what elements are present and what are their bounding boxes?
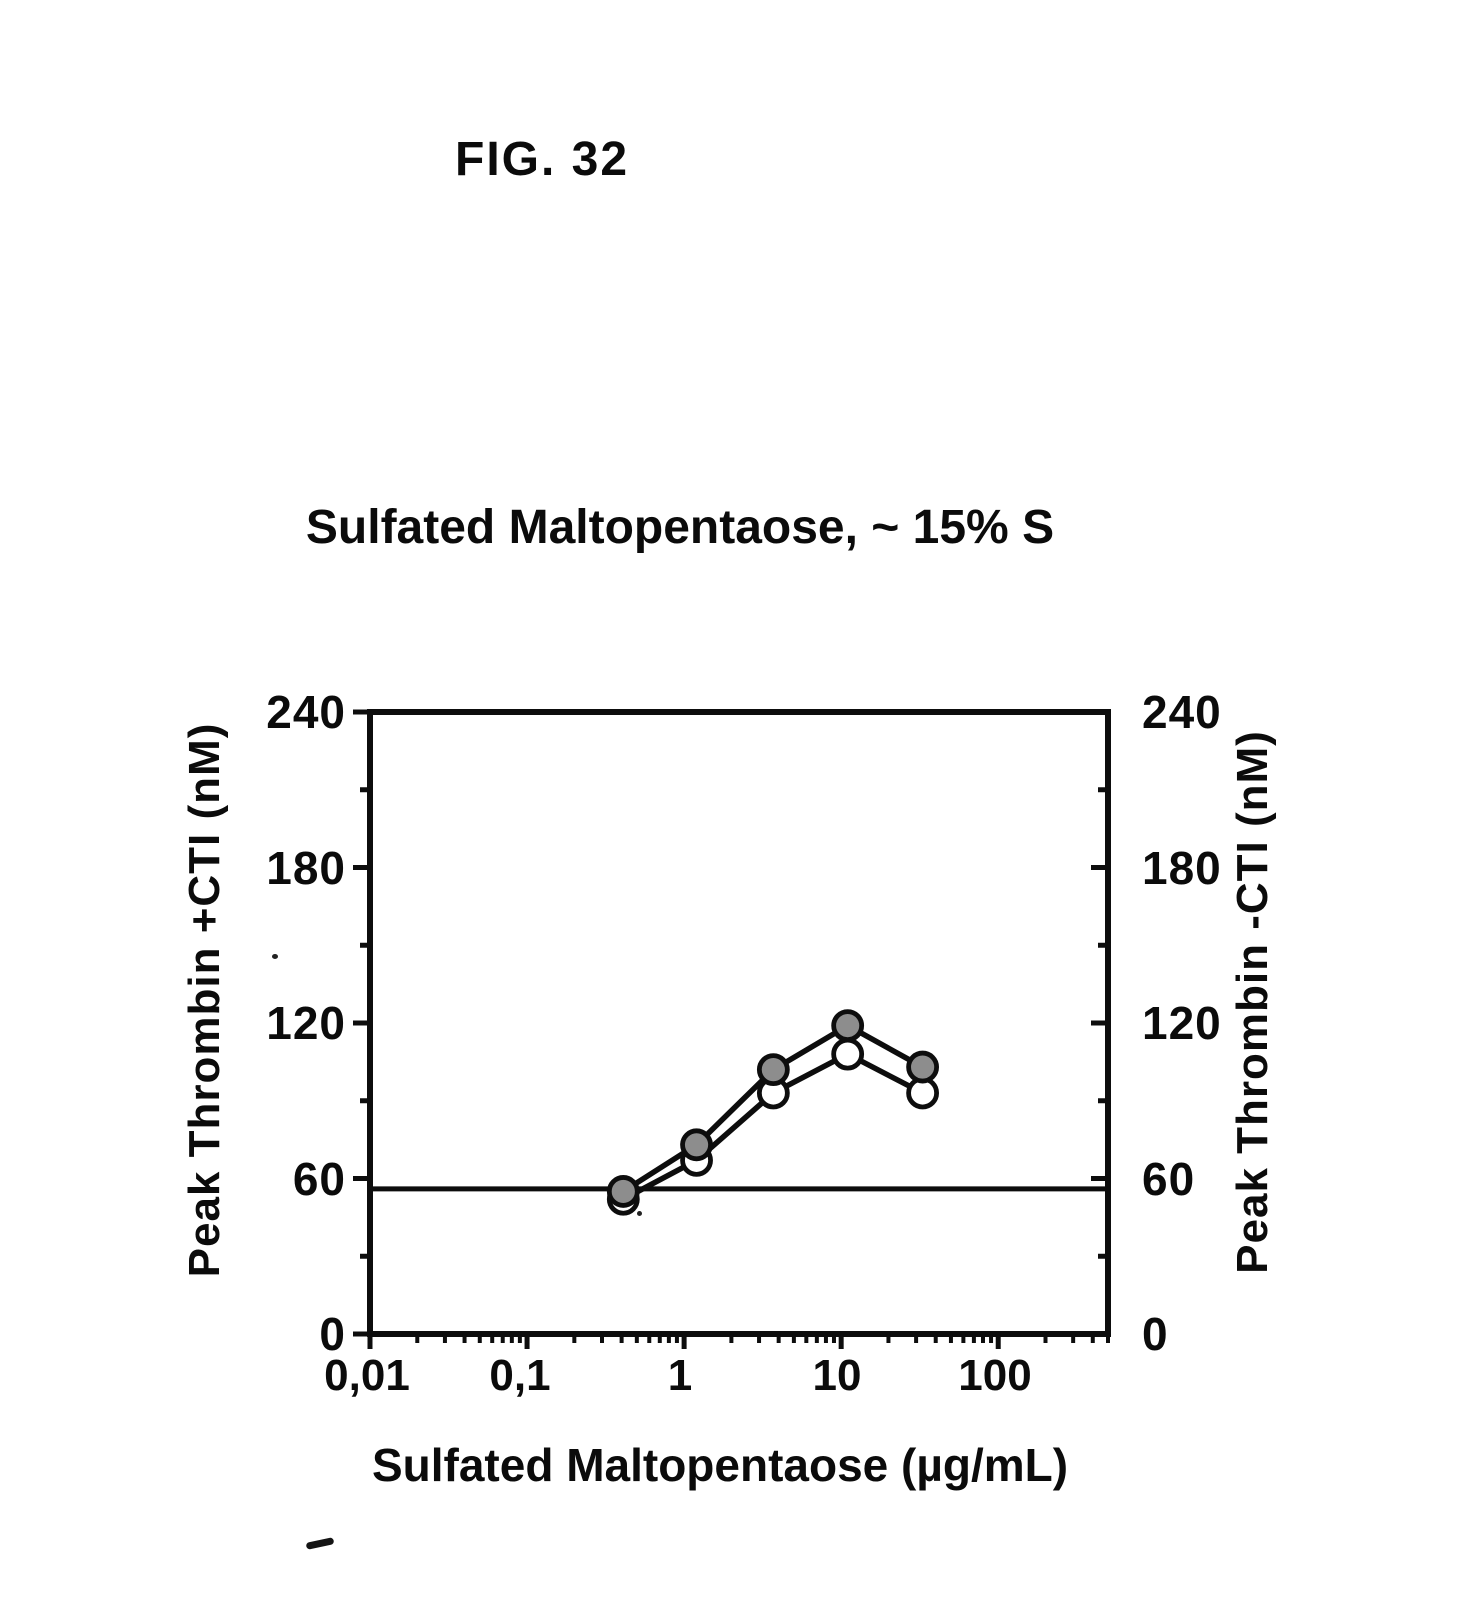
data-point-filled-circle [756, 1053, 790, 1087]
left-y-tick-label-120: 120 [266, 997, 346, 1049]
right-y-tick-label-120: 120 [1142, 997, 1222, 1049]
right-y-tick-label-240: 240 [1142, 686, 1222, 738]
right-y-tick-label-60: 60 [1142, 1153, 1196, 1205]
left-y-tick-label-180: 180 [266, 842, 346, 894]
x-tick-label-1: 1 [667, 1351, 693, 1400]
x-tick-label-0-1: 0,1 [489, 1351, 551, 1400]
data-point-filled-circle [831, 1009, 865, 1042]
data-point-open-circle [831, 1037, 865, 1071]
scan-artifact-dot [272, 954, 278, 959]
left-y-tick-label-60: 60 [292, 1153, 346, 1205]
figure-number: FIG. 32 [455, 133, 630, 186]
x-tick-label-0-01: 0,01 [324, 1351, 410, 1400]
plot-frame [367, 709, 1111, 1337]
x-tick-label-10: 10 [812, 1351, 862, 1400]
data-point-filled-circle [606, 1175, 640, 1208]
data-point-filled-circle [906, 1050, 940, 1084]
right-y-tick-label-0: 0 [1142, 1308, 1169, 1360]
left-y-tick-label-240: 240 [266, 686, 346, 738]
scan-artifact-dot [637, 1211, 642, 1216]
chart-title: Sulfated Maltopentaose, ~ 15% S [305, 501, 1055, 554]
data-point-filled-circle [680, 1128, 713, 1162]
x-axis-title: Sulfated Maltopentaose (µg/mL) [371, 1439, 1069, 1491]
right-y-tick-label-180: 180 [1142, 842, 1222, 894]
x-tick-label-100: 100 [958, 1351, 1032, 1400]
left-y-tick-label-0: 0 [319, 1308, 346, 1360]
